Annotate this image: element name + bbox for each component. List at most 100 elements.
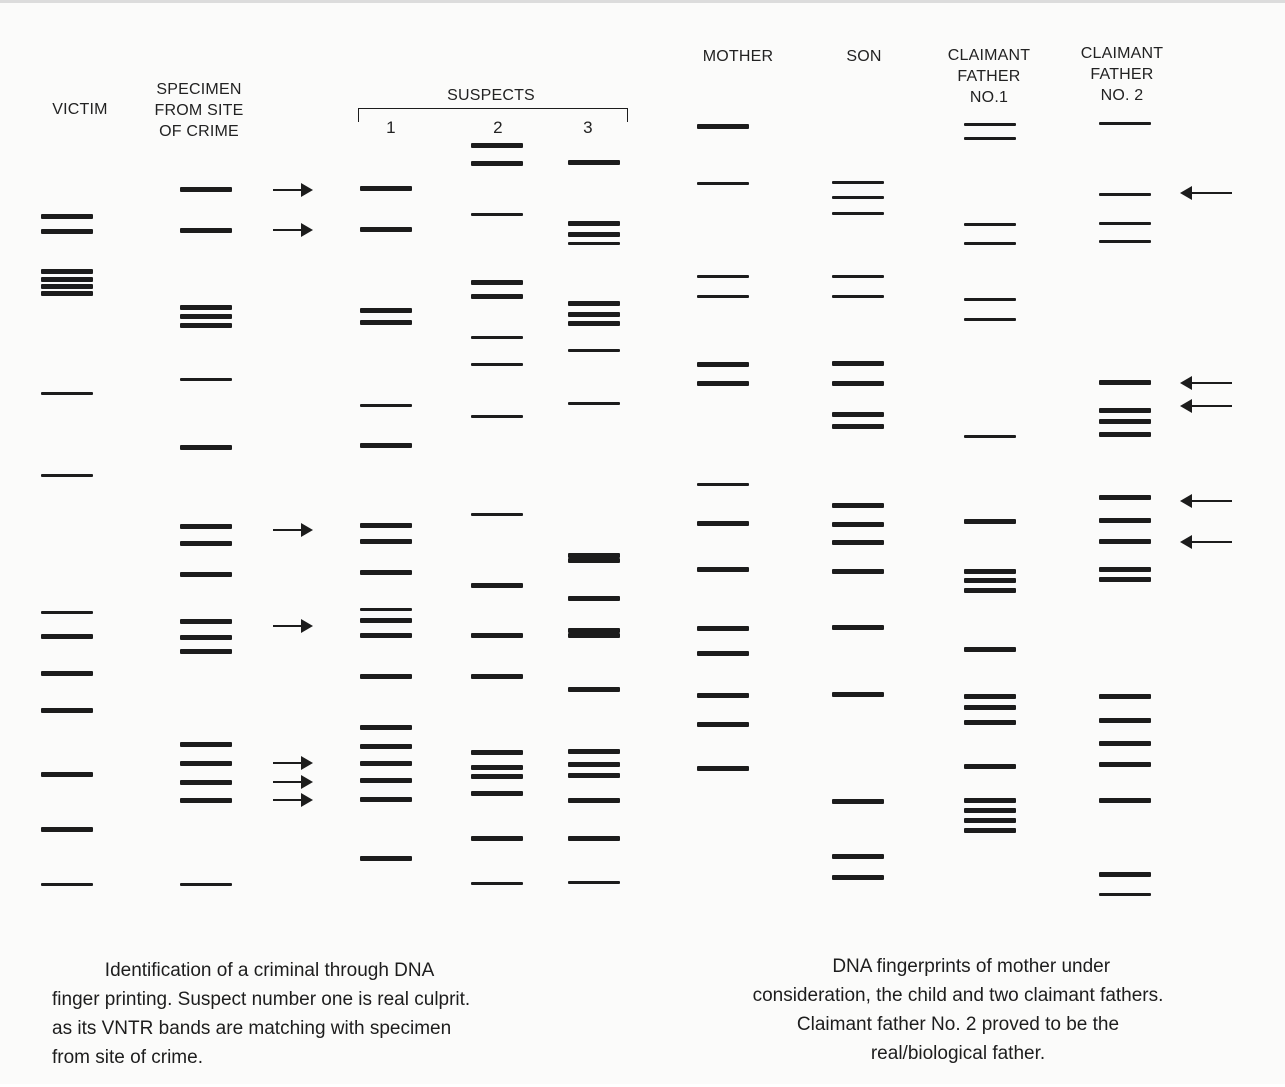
dna-band [1099,576,1151,582]
dna-band [568,686,620,692]
dna-band [41,883,93,886]
arrow-right-icon [273,756,313,770]
dna-band [180,313,232,319]
suspects-bracket [358,108,628,122]
dna-band [964,817,1016,823]
dna-band [471,773,523,779]
dna-band [697,566,749,572]
dna-band [832,196,884,199]
dna-band [964,137,1016,140]
arrow-left-icon [1180,494,1232,508]
dna-band [832,539,884,545]
dna-band [471,279,523,285]
dna-band [360,442,412,448]
lane-suspect-2 [471,3,523,1087]
dna-band [471,160,523,166]
dna-band [697,625,749,631]
dna-band [41,670,93,676]
son-header: SON [846,48,882,65]
suspect-number-2: 2 [493,118,503,137]
caption-criminal-identification: Identification of a criminal through DNA… [52,960,471,1068]
lane-son [832,3,884,1087]
dna-band [964,646,1016,652]
arrow-left-icon [1180,399,1232,413]
dna-band [180,634,232,640]
dna-band [832,212,884,215]
dna-band [41,633,93,639]
dna-band [180,322,232,328]
dna-band [964,763,1016,769]
dna-band [1099,566,1151,572]
dna-band [1099,222,1151,225]
dna-band [832,853,884,859]
dna-band [832,691,884,697]
dna-band [568,320,620,326]
dna-band [41,228,93,234]
dna-band [360,673,412,679]
dna-band [832,624,884,630]
dna-band [180,741,232,747]
arrow-right-icon [273,619,313,633]
dna-band [568,797,620,803]
dna-band [1099,431,1151,437]
dna-band [697,380,749,386]
dna-band [697,361,749,367]
dna-band [832,568,884,574]
dna-band [697,520,749,526]
suspect-number-1: 1 [386,118,396,137]
dna-band [964,797,1016,803]
dna-band [1099,538,1151,544]
arrow-right-icon [273,793,313,807]
dna-band [964,568,1016,574]
claimant-father-2-header: CLAIMANT FATHER NO. 2 [1080,45,1164,104]
dna-band [180,648,232,654]
dna-band [832,423,884,429]
dna-band [1099,193,1151,196]
dna-band [832,411,884,417]
dna-band [360,617,412,623]
dna-band [568,300,620,306]
dna-band [180,378,232,381]
dna-band [1099,418,1151,424]
dna-band [832,521,884,527]
dna-band [471,513,523,516]
dna-band [471,790,523,796]
dna-band [360,632,412,638]
lane-mother [697,3,749,1087]
dna-band [697,182,749,185]
arrow-left-icon [1180,535,1232,549]
dna-band [360,522,412,528]
lane-victim [41,3,93,1087]
dna-band [360,608,412,611]
dna-band [471,336,523,339]
dna-band [1099,740,1151,746]
dna-band [1099,517,1151,523]
dna-band [1099,717,1151,723]
dna-band [964,223,1016,226]
dna-band [471,764,523,770]
dna-band [180,760,232,766]
dna-band [360,777,412,783]
dna-band [964,242,1016,245]
dna-band [568,772,620,778]
dna-band [1099,379,1151,385]
dna-band [360,307,412,313]
dna-band [41,392,93,395]
dna-band [964,435,1016,438]
claimant-father-1-header: CLAIMANT FATHER NO.1 [947,47,1031,106]
victim-header: VICTIM [52,101,108,118]
specimen-header: SPECIMEN FROM SITE OF CRIME [154,81,244,140]
dna-band [697,123,749,129]
arrow-right-icon [273,775,313,789]
dna-band [1099,871,1151,877]
dna-band [568,557,620,563]
dna-band [1099,494,1151,500]
dna-band [964,827,1016,833]
dna-band [180,186,232,192]
dna-band [697,275,749,278]
dna-band [180,618,232,624]
dna-band [471,582,523,588]
dna-band [41,276,93,282]
dna-band [360,855,412,861]
dna-band [568,159,620,165]
